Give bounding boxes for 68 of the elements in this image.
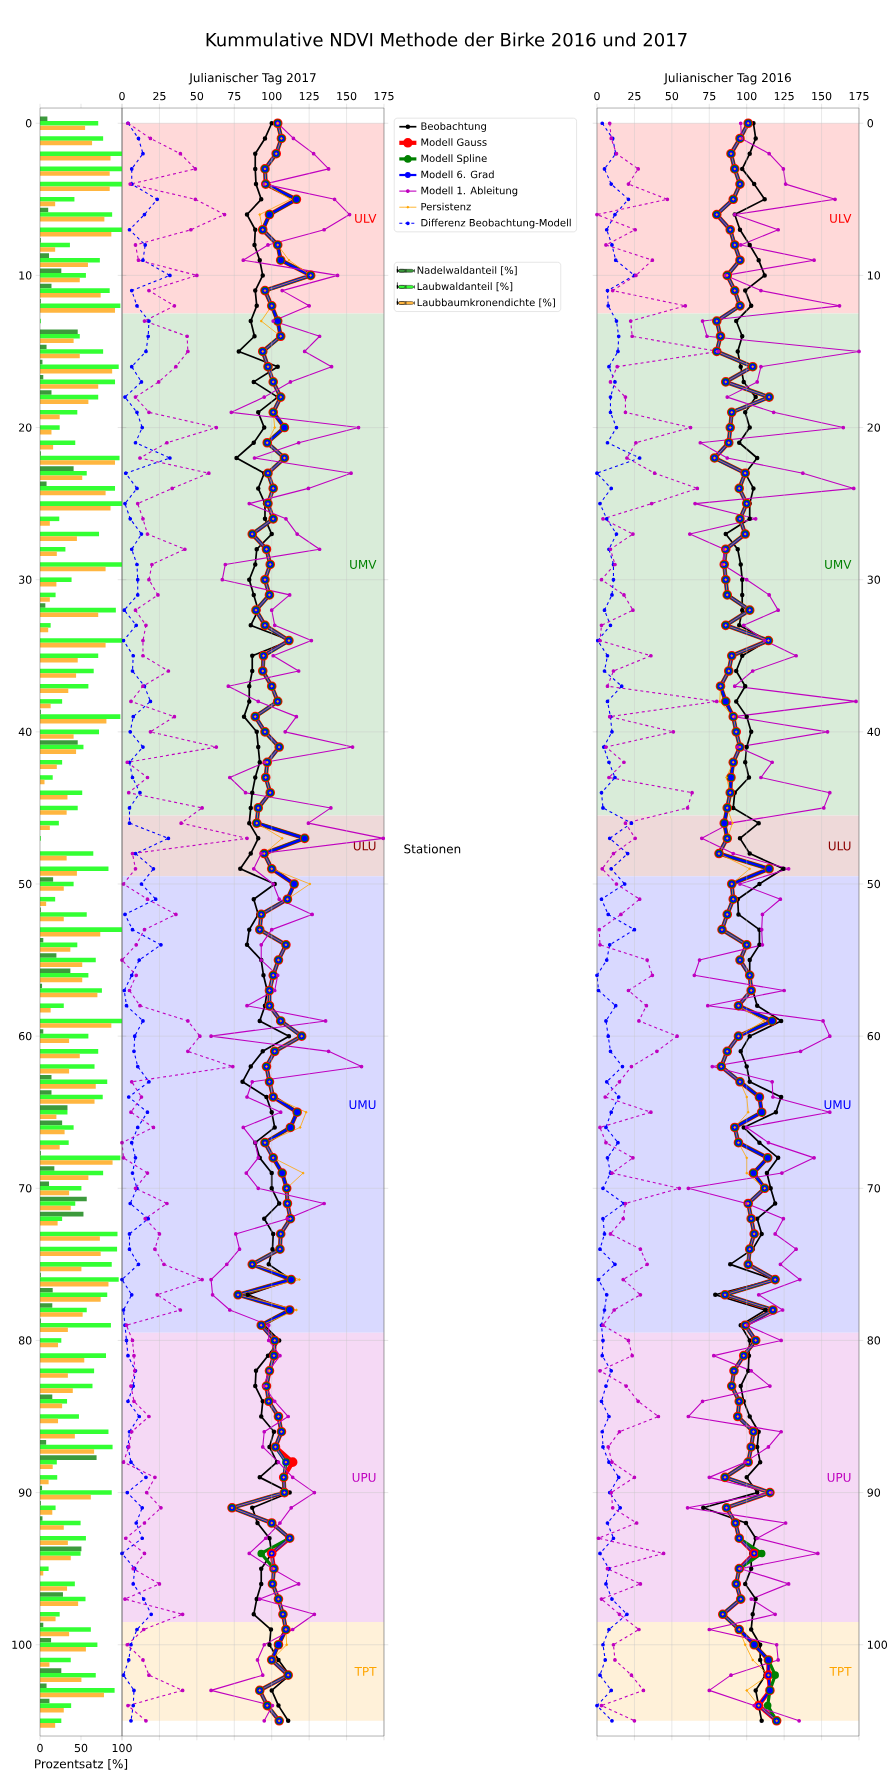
x-tick-label: 75 bbox=[703, 92, 716, 101]
annotation: UMU bbox=[824, 1100, 851, 1110]
y-tick-label: 40 bbox=[18, 727, 32, 736]
y-tick-label: 80 bbox=[18, 1336, 32, 1345]
x-tick-label: 50 bbox=[74, 1743, 88, 1753]
y-axis-title: Stationen bbox=[404, 844, 461, 854]
y-tick-label: 50 bbox=[867, 879, 881, 889]
annotation: UMV bbox=[350, 560, 377, 569]
x-tick-label: 150 bbox=[812, 91, 832, 101]
y-tick-label: 60 bbox=[867, 1031, 881, 1041]
x-tick-label: 25 bbox=[153, 91, 166, 101]
y-tick-label: 100 bbox=[12, 1640, 32, 1649]
y-tick-label: 90 bbox=[18, 1488, 32, 1497]
legend-label: Modell 1. Ableitung bbox=[421, 186, 518, 197]
y-tick-label: 80 bbox=[867, 1336, 881, 1345]
x-tick-label: 150 bbox=[337, 91, 357, 101]
annotation: UPU bbox=[352, 1472, 376, 1482]
y-tick-label: 50 bbox=[19, 879, 32, 889]
y-tick-label: 10 bbox=[868, 271, 881, 280]
x-tick-label: 125 bbox=[774, 91, 794, 101]
x-tick-label: 0 bbox=[37, 1743, 43, 1753]
annotation: ULU bbox=[828, 841, 851, 851]
x-tick-label: 175 bbox=[849, 92, 869, 101]
y-tick-label: 0 bbox=[867, 119, 874, 128]
annotation: UPU bbox=[827, 1472, 851, 1482]
legend-label: Modell Spline bbox=[421, 154, 487, 165]
x-tick-label: 0 bbox=[594, 91, 600, 101]
annotation: TPT bbox=[829, 1666, 852, 1676]
legend-label: Differenz Beobachtung-Modell bbox=[421, 218, 571, 229]
x-tick-label: 100 bbox=[112, 1743, 132, 1753]
y-tick-label: 100 bbox=[868, 1640, 888, 1649]
y-tick-label: 90 bbox=[867, 1488, 881, 1497]
x-tick-label: 75 bbox=[228, 92, 241, 101]
annotation: UMU bbox=[349, 1100, 376, 1110]
y-tick-label: 60 bbox=[18, 1031, 32, 1041]
y-tick-label: 40 bbox=[867, 727, 881, 736]
x-tick-label: 50 bbox=[190, 91, 204, 101]
x-tick-label: 25 bbox=[628, 91, 641, 101]
y-tick-label: 30 bbox=[867, 575, 881, 584]
annotation: ULU bbox=[353, 841, 376, 851]
x-tick-label: 175 bbox=[374, 92, 394, 101]
y-tick-label: 0 bbox=[25, 119, 32, 128]
x-axis-title: Julianischer Tag 2017 bbox=[188, 72, 316, 85]
x-tick-label: 100 bbox=[262, 91, 282, 101]
legend-label: Laubbaumkronendichte [%] bbox=[417, 298, 555, 308]
annotation: TPT bbox=[354, 1666, 377, 1676]
y-tick-label: 10 bbox=[19, 271, 32, 280]
x-tick-label: 100 bbox=[737, 91, 757, 101]
legend-label: Nadelwaldanteil [%] bbox=[417, 266, 517, 276]
annotation: ULV bbox=[830, 213, 852, 223]
y-tick-label: 30 bbox=[19, 575, 32, 584]
y-tick-label: 70 bbox=[19, 1184, 32, 1193]
legend-label: Laubwaldanteil [%] bbox=[417, 282, 513, 292]
text: Kummulative NDVI Methode der Birke 2016 und 2017 bbox=[206, 32, 687, 47]
legend-label: Beobachtung bbox=[421, 122, 486, 132]
y-tick-label: 20 bbox=[19, 423, 32, 432]
legend-label: Persistenz bbox=[421, 202, 471, 211]
annotation: UMV bbox=[825, 560, 852, 569]
y-tick-label: 20 bbox=[867, 423, 881, 432]
annotation: ULV bbox=[355, 213, 377, 223]
legend-label: Modell 6. Grad bbox=[421, 170, 494, 179]
legend-label: Modell Gauss bbox=[421, 138, 487, 147]
x-tick-label: 0 bbox=[119, 91, 125, 101]
x-axis-title: Julianischer Tag 2016 bbox=[663, 72, 791, 85]
x-axis-title: Prozentsatz [%] bbox=[35, 1759, 128, 1770]
x-tick-label: 50 bbox=[665, 91, 679, 101]
x-tick-label: 125 bbox=[299, 91, 319, 101]
y-tick-label: 70 bbox=[867, 1184, 881, 1193]
